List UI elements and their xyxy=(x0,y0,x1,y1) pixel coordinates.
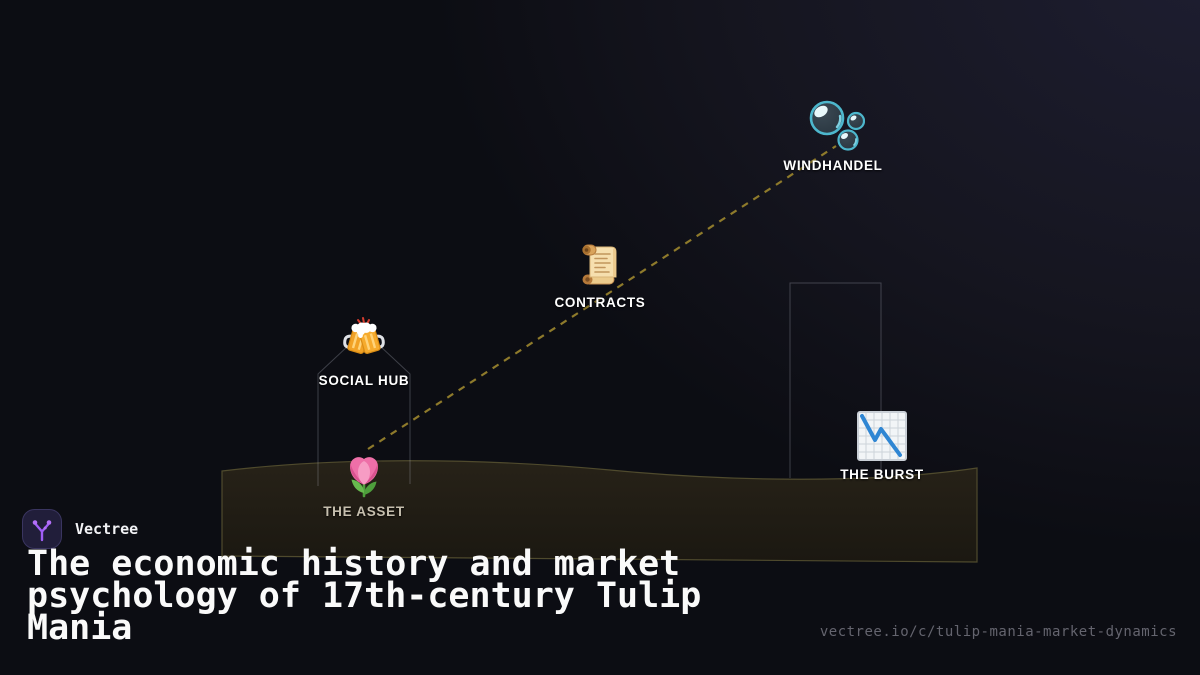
chart-decreasing-icon xyxy=(857,411,907,461)
footer-url: vectree.io/c/tulip-mania-market-dynamics xyxy=(819,624,1177,640)
brand-name: Vectree xyxy=(75,520,139,538)
trend-dashed-line xyxy=(367,145,837,450)
node-the-asset: THE ASSET xyxy=(279,452,449,519)
node-label-the-burst: THE BURST xyxy=(840,467,924,482)
brand: Vectree xyxy=(22,509,138,549)
node-social-hub: SOCIAL HUB xyxy=(279,315,449,388)
bubbles-icon xyxy=(809,100,865,151)
node-windhandel: WINDHANDEL xyxy=(748,96,918,173)
page-title: The economic history and market psycholo… xyxy=(27,544,702,648)
tower-outline xyxy=(789,282,882,478)
node-label-windhandel: WINDHANDEL xyxy=(783,158,883,173)
vectree-branch-icon xyxy=(22,509,62,549)
node-label-the-asset: THE ASSET xyxy=(323,504,405,519)
node-label-contracts: CONTRACTS xyxy=(554,295,646,310)
tulip-icon xyxy=(350,457,378,498)
node-label-social-hub: SOCIAL HUB xyxy=(318,373,410,388)
clinking-beer-mugs-icon xyxy=(343,317,385,354)
node-contracts: CONTRACTS xyxy=(515,241,685,310)
scroll-icon xyxy=(582,244,617,285)
node-the-burst: THE BURST xyxy=(797,409,967,482)
